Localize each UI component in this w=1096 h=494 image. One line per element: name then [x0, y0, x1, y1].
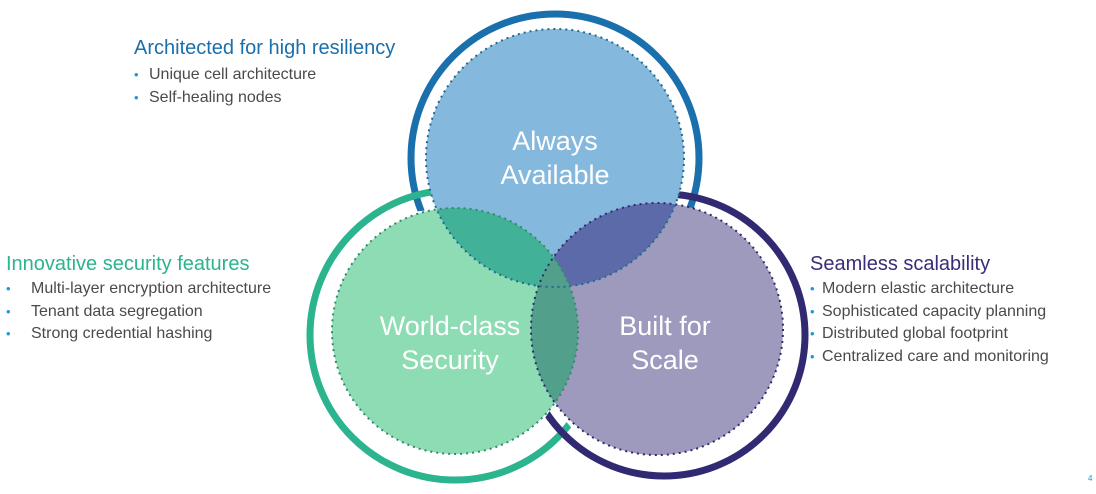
list-item: • Centralized care and monitoring	[810, 346, 1049, 369]
dotted-outline-right	[530, 202, 784, 456]
list-item-text: Sophisticated capacity planning	[822, 302, 1047, 320]
list-item: • Self-healing nodes	[134, 87, 395, 110]
list-item-text: Strong credential hashing	[31, 325, 213, 342]
list-item: • Sophisticated capacity planning	[810, 301, 1049, 324]
page-number: 4	[1088, 474, 1093, 483]
list-item-text: Distributed global footprint	[822, 325, 1008, 342]
scalability-title: Seamless scalability	[810, 253, 991, 275]
circle-left-label-line2: Security	[401, 345, 499, 375]
circle-top-label-line1: Always	[512, 126, 598, 156]
bullet-icon: •	[810, 326, 815, 341]
bullet-icon: •	[6, 326, 11, 341]
circle-right-label-line1: Built for	[619, 311, 711, 341]
list-item: • Distributed global footprint	[810, 323, 1049, 346]
list-item: • Strong credential hashing	[6, 323, 271, 346]
circle-top-label-line2: Available	[500, 160, 609, 190]
overlap-top-left	[426, 208, 578, 287]
bullet-icon: •	[6, 303, 11, 319]
security-block: Innovative security features • Multi-laye…	[6, 252, 271, 346]
list-item: • Modern elastic architecture	[810, 278, 1049, 301]
bullet-icon: •	[810, 348, 815, 364]
resiliency-list: • Unique cell architecture • Self-healing …	[134, 64, 395, 109]
list-item-text: Unique cell architecture	[149, 66, 317, 83]
scalability-block: Seamless scalability • Modern elastic arc…	[810, 252, 1049, 368]
bullet-icon: •	[134, 89, 139, 105]
dotted-outline-top	[425, 28, 685, 288]
list-item: • Unique cell architecture	[134, 64, 395, 87]
circle-left-label-line1: World-class	[380, 311, 521, 341]
circle-right-label-line2: Scale	[631, 345, 699, 375]
list-item-text: Modern elastic architecture	[822, 280, 1015, 297]
scalability-list: • Modern elastic architecture • Sophistica…	[810, 278, 1049, 368]
list-item-text: Tenant data segregation	[31, 302, 203, 320]
bullet-icon: •	[810, 281, 815, 296]
list-item: • Tenant data segregation	[6, 301, 271, 324]
resiliency-block: Architected for high resiliency • Unique …	[134, 36, 395, 109]
resiliency-title: Architected for high resiliency	[134, 37, 396, 59]
dotted-outline-left	[331, 207, 579, 455]
list-item-text: Centralized care and monitoring	[822, 347, 1049, 365]
bullet-icon: •	[6, 281, 11, 296]
security-list: • Multi-layer encryption architecture • Te…	[6, 278, 271, 346]
bullet-icon: •	[134, 67, 139, 82]
list-item-text: Multi-layer encryption architecture	[31, 280, 272, 297]
overlap-top-right	[531, 203, 684, 287]
list-item: • Multi-layer encryption architecture	[6, 278, 271, 301]
security-title: Innovative security features	[6, 253, 250, 275]
bullet-icon: •	[810, 303, 815, 319]
list-item-text: Self-healing nodes	[149, 88, 282, 106]
